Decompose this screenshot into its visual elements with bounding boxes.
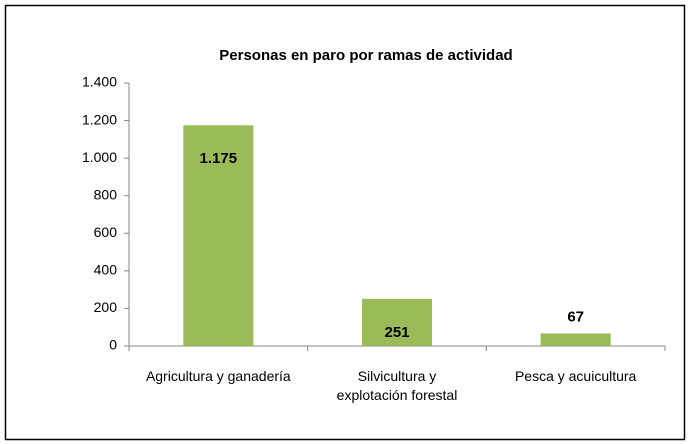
chart-title: Personas en paro por ramas de actividad <box>219 47 512 64</box>
bar <box>540 333 611 346</box>
value-label: 67 <box>567 308 584 325</box>
x-tick-label: Silvicultura y explotación forestal <box>336 368 458 403</box>
y-tick-label: 0 <box>109 337 117 353</box>
y-tick-label: 400 <box>94 262 118 278</box>
bar <box>362 298 432 346</box>
y-tick-label: 1.000 <box>82 149 117 165</box>
value-label: 251 <box>384 324 409 341</box>
y-tick-label: 200 <box>94 299 118 315</box>
x-tick-label: Agricultura y ganadería <box>145 368 291 384</box>
x-tick-label: Pesca y acuicultura <box>514 368 637 384</box>
y-tick-label: 800 <box>94 186 118 202</box>
bar <box>183 125 254 347</box>
chart-border <box>4 4 686 441</box>
y-tick-label: 1.200 <box>82 111 117 127</box>
y-tick-label: 1.400 <box>82 74 117 90</box>
value-label: 1.175 <box>200 150 238 167</box>
y-tick-label: 600 <box>94 224 118 240</box>
